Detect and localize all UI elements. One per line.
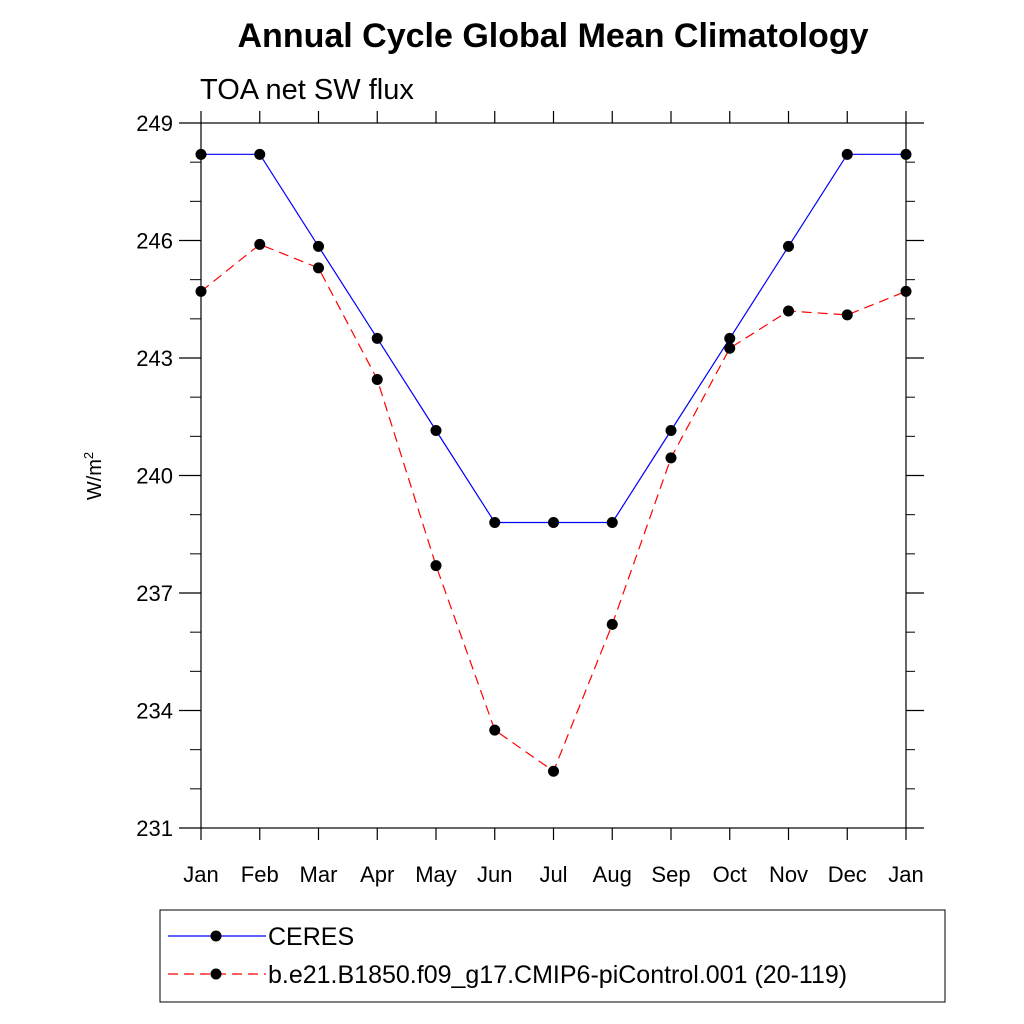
y-axis-label: W/m2 — [81, 452, 106, 500]
y-tick-label: 231 — [136, 816, 173, 841]
data-point-series-2 — [783, 305, 794, 317]
x-tick-label: Dec — [828, 862, 867, 887]
x-tick-labels: Jan Feb Mar Apr May Jun Jul Aug Sep Oct Nov Dec Jan — [183, 862, 923, 887]
y-tick-label: 243 — [136, 346, 173, 371]
legend-marker-1 — [210, 930, 222, 942]
y-tick-label: 237 — [136, 581, 173, 606]
data-point-series-2 — [841, 309, 853, 321]
legend-label-1: CERES — [268, 923, 354, 951]
data-point-series-2 — [548, 765, 559, 777]
chart-subtitle: TOA net SW flux — [200, 74, 414, 106]
y-tick-label: 249 — [136, 111, 173, 136]
y-tick-label: 246 — [136, 229, 173, 254]
data-point-series-2 — [489, 724, 501, 736]
x-tick-label: Oct — [713, 862, 747, 887]
data-point-series-1 — [783, 240, 794, 252]
plot-frame — [200, 122, 907, 829]
legend-label-2: b.e21.B1850.f09_g17.CMIP6-piControl.001 … — [268, 961, 847, 989]
x-tick-label: Feb — [241, 862, 279, 887]
data-point-series-1 — [841, 148, 853, 160]
chart-title: Annual Cycle Global Mean Climatology — [238, 17, 869, 55]
x-tick-label: Nov — [769, 862, 808, 887]
legend-marker-2 — [210, 968, 222, 980]
data-point-series-1 — [313, 240, 324, 252]
legend: CERES b.e21.B1850.f09_g17.CMIP6-piControl… — [159, 909, 946, 1003]
y-tick-label: 240 — [136, 464, 173, 489]
axis-ticks — [179, 111, 924, 840]
data-point-series-2 — [665, 452, 677, 464]
x-tick-label: Jul — [539, 862, 567, 887]
data-point-series-2 — [606, 618, 618, 630]
series-layer — [195, 148, 912, 777]
x-tick-label: Jan — [888, 862, 923, 887]
data-point-series-1 — [606, 517, 618, 528]
x-tick-label: Apr — [360, 862, 394, 887]
data-point-series-2 — [430, 560, 442, 572]
data-point-series-1 — [254, 148, 266, 160]
data-point-series-1 — [548, 517, 559, 528]
series-line-2 — [200, 243, 907, 773]
x-tick-label: Sep — [651, 862, 690, 887]
y-axis-label-superscript: 2 — [81, 452, 96, 459]
data-point-series-2 — [724, 342, 736, 354]
series-line-1 — [201, 153, 906, 524]
data-point-series-1 — [430, 424, 442, 436]
data-point-series-1 — [489, 517, 501, 528]
data-point-series-1 — [724, 332, 736, 344]
y-axis-label-text: W/m — [84, 459, 106, 500]
data-point-series-1 — [371, 332, 383, 344]
data-point-series-1 — [665, 424, 677, 436]
x-tick-label: Aug — [593, 862, 632, 887]
x-tick-label: Jun — [477, 862, 512, 887]
data-point-series-2 — [371, 374, 383, 386]
y-tick-label: 234 — [136, 699, 173, 724]
legend-box — [159, 909, 946, 1003]
x-tick-label: Mar — [300, 862, 338, 887]
data-point-series-2 — [254, 238, 266, 250]
y-tick-labels: 231 234 237 240 243 246 249 — [136, 111, 173, 841]
x-tick-label: Jan — [183, 862, 218, 887]
data-point-series-2 — [313, 262, 324, 274]
x-tick-label: May — [415, 862, 457, 887]
